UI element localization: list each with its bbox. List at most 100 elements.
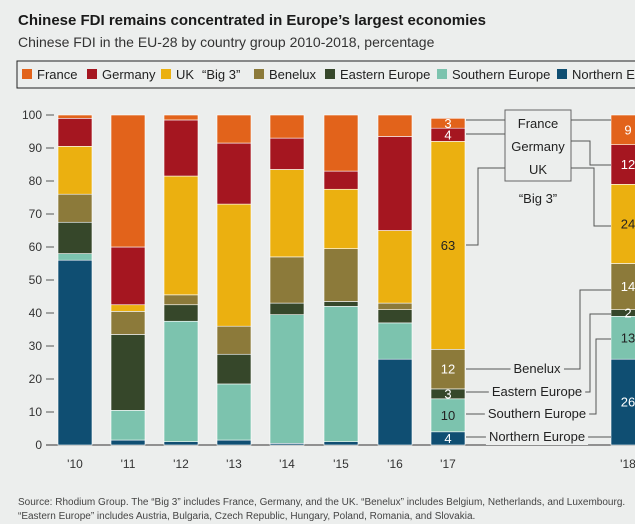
- value-label-france-2018: 9: [624, 122, 631, 137]
- callout-label-southern-europe: Southern Europe: [488, 406, 586, 421]
- callout-label-northern-europe: Northern Europe: [489, 429, 585, 444]
- value-label-benelux-2017: 12: [441, 362, 455, 377]
- value-label-eastern-europe-2018: 2: [624, 306, 631, 321]
- x-tick-label: '17: [440, 457, 456, 471]
- bar-france-2016: [377, 114, 413, 137]
- callout-label-eastern-europe: Eastern Europe: [492, 384, 582, 399]
- callout-label-germany: Germany: [511, 139, 565, 154]
- callout-connector: [466, 313, 611, 393]
- x-tick-label: '11: [121, 457, 136, 471]
- stacked-bar-chart: France Germany UK “Big 3” Benelux Eastern Eur…: [16, 60, 635, 471]
- legend-swatch-france: [22, 69, 32, 79]
- y-tick-label: 80: [29, 174, 43, 188]
- bar-uk-2014: [269, 169, 305, 258]
- y-tick-label: 30: [29, 339, 43, 353]
- bar-uk-2012: [163, 175, 199, 296]
- bar-benelux-2012: [163, 294, 199, 306]
- callout-label-big-3: “Big 3”: [519, 191, 557, 206]
- bar-benelux-2010: [57, 193, 93, 223]
- bar-southern-europe-2017: [430, 398, 466, 433]
- bar-uk-2015: [323, 188, 359, 249]
- legend-label-uk: UK: [176, 67, 194, 82]
- bar-uk-2010: [57, 146, 93, 195]
- legend-swatch-benelux: [254, 69, 264, 79]
- value-label-eastern-europe-2017: 3: [444, 386, 451, 401]
- legend-label-eastern-europe: Eastern Europe: [340, 67, 430, 82]
- y-tick-label: 10: [29, 405, 43, 419]
- legend-label-northern-europe: Northern Europe: [572, 67, 635, 82]
- callout-connector: [466, 167, 505, 246]
- bar-germany-2011: [110, 246, 146, 306]
- y-tick-label: 0: [35, 438, 42, 452]
- bar-france-2015: [323, 114, 359, 172]
- y-tick-label: 50: [29, 273, 43, 287]
- bar-germany-2015: [323, 170, 359, 190]
- legend-label-southern-europe: Southern Europe: [452, 67, 550, 82]
- bar-eastern-europe-2011: [110, 334, 146, 411]
- bar-southern-europe-2013: [216, 383, 252, 441]
- legend-swatch-southern-europe: [437, 69, 447, 79]
- bar-france-2013: [216, 114, 252, 144]
- legend-label-germany: Germany: [102, 67, 156, 82]
- x-tick-label: '10: [67, 457, 83, 471]
- bar-southern-europe-2011: [110, 410, 146, 441]
- bar-northern-europe-2012: [163, 441, 199, 446]
- bar-southern-europe-2012: [163, 320, 199, 442]
- bar-eastern-europe-2016: [377, 309, 413, 324]
- callout-label-background: [510, 360, 564, 377]
- callout-label-background: [488, 383, 586, 400]
- callout-label-uk: UK: [529, 162, 547, 177]
- callout-big-3-box: [504, 109, 572, 182]
- value-label-germany-2017: 4: [444, 127, 451, 142]
- legend-label-france: France: [37, 67, 77, 82]
- x-tick-label: '15: [333, 457, 349, 471]
- x-tick-label: '13: [226, 457, 242, 471]
- value-label-germany-2018: 12: [621, 157, 635, 172]
- value-label-france-2017: 3: [444, 116, 451, 131]
- legend-swatch-eastern-europe: [325, 69, 335, 79]
- bar-france-2014: [269, 114, 305, 139]
- callout-label-background: [485, 428, 589, 445]
- value-label-uk-2018: 24: [621, 216, 635, 231]
- bar-germany-2016: [377, 136, 413, 231]
- callout-label-france: France: [518, 116, 558, 131]
- bar-germany-2012: [163, 119, 199, 177]
- legend-label-benelux: Benelux: [269, 67, 316, 82]
- x-tick-label: '12: [173, 457, 189, 471]
- value-label-northern-europe-2017: 4: [444, 431, 451, 446]
- chart-title: Chinese FDI remains concentrated in Euro…: [18, 12, 486, 29]
- bar-benelux-2017: [430, 348, 466, 390]
- callout-connector: [571, 167, 611, 227]
- callout-connector: [571, 140, 611, 166]
- y-tick-label: 70: [29, 207, 43, 221]
- value-label-southern-europe-2018: 13: [621, 330, 635, 345]
- legend-label-big-3: “Big 3”: [202, 67, 240, 82]
- bar-eastern-europe-2010: [57, 221, 93, 254]
- bar-eastern-europe-2012: [163, 304, 199, 322]
- bar-germany-2010: [57, 118, 93, 147]
- y-tick-label: 60: [29, 240, 43, 254]
- value-label-benelux-2018: 14: [621, 279, 635, 294]
- bar-benelux-2011: [110, 311, 146, 335]
- bar-benelux-2016: [377, 302, 413, 311]
- legend-swatch-germany: [87, 69, 97, 79]
- bar-eastern-europe-2015: [323, 301, 359, 307]
- bar-benelux-2014: [269, 256, 305, 304]
- bar-southern-europe-2015: [323, 306, 359, 442]
- bar-germany-2013: [216, 142, 252, 205]
- bar-southern-europe-2014: [269, 314, 305, 444]
- bar-southern-europe-2016: [377, 322, 413, 360]
- bar-germany-2014: [269, 137, 305, 170]
- bar-northern-europe-2015: [323, 441, 359, 446]
- bar-uk-2018: [610, 184, 635, 264]
- y-tick-label: 40: [29, 306, 43, 320]
- bar-uk-2013: [216, 203, 252, 327]
- bar-uk-2011: [110, 304, 146, 312]
- bar-benelux-2013: [216, 325, 252, 355]
- bar-france-2012: [163, 114, 199, 121]
- source-note: Source: Rhodium Group. The “Big 3” inclu…: [18, 497, 626, 522]
- value-label-northern-europe-2018: 26: [621, 395, 635, 410]
- bar-northern-europe-2011: [110, 439, 146, 446]
- legend-swatch-northern-europe: [557, 69, 567, 79]
- bar-france-2010: [57, 114, 93, 119]
